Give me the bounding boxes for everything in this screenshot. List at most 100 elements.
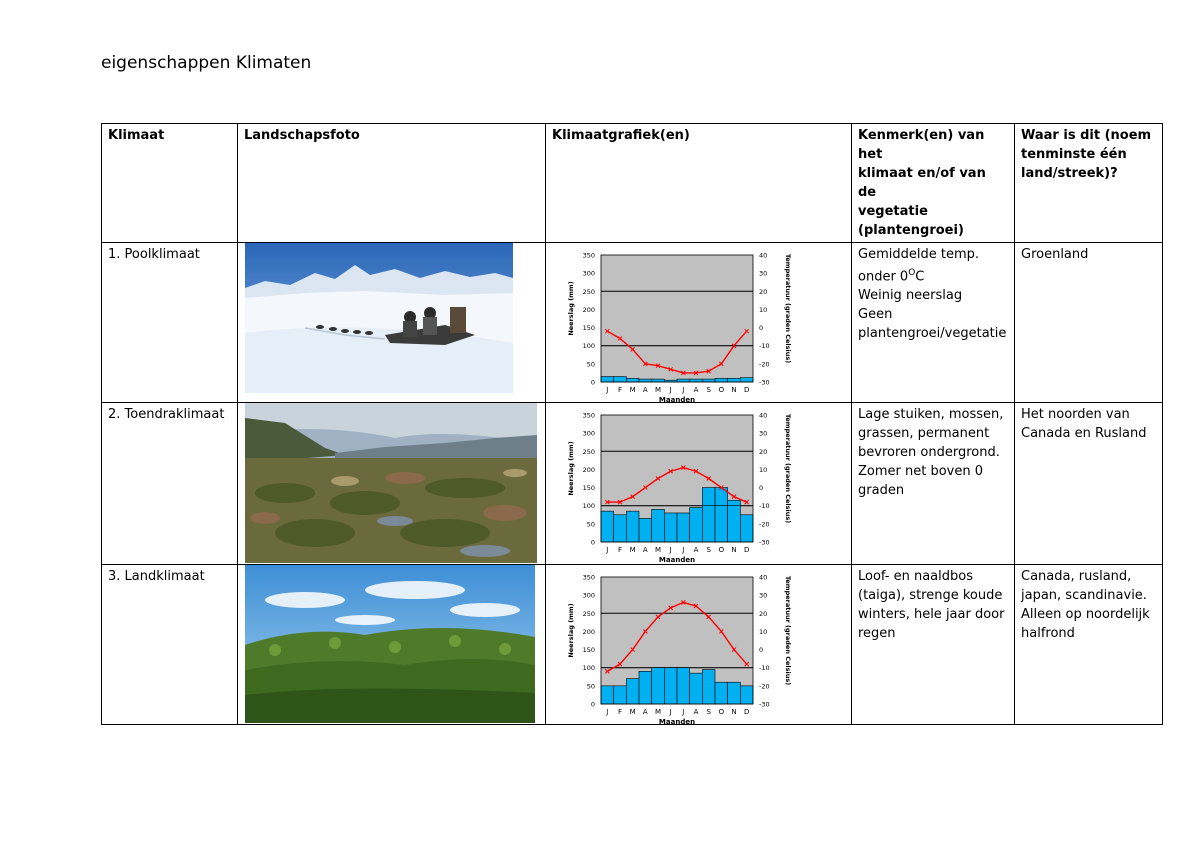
temperature-point	[731, 647, 737, 652]
x-tick-label: F	[618, 546, 622, 554]
y-tick-label: 250	[583, 288, 595, 296]
y2-tick-label: 40	[759, 412, 767, 420]
x-tick-label: J	[669, 386, 672, 394]
y-tick-label: 250	[583, 448, 595, 456]
precip-bar	[651, 509, 665, 543]
temperature-point	[604, 668, 610, 674]
climate-name: 2. Toendraklimaat	[101, 402, 238, 565]
x-axis-label: Maanden	[659, 556, 695, 564]
kenmerk-landklimaat: Loof- en naaldbos (taiga), strenge koude…	[851, 564, 1015, 725]
temperature-point	[630, 346, 636, 352]
y2-tick-label: -20	[759, 682, 770, 690]
temperature-point	[731, 494, 737, 499]
header-klimaat: Klimaat	[101, 123, 238, 243]
precip-bar	[664, 667, 678, 705]
temperature-point	[680, 600, 686, 605]
document-title: eigenschappen Klimaten	[101, 53, 312, 73]
x-tick-label: J	[669, 546, 672, 554]
precip-bar	[651, 378, 665, 383]
header-landschapsfoto: Landschapsfoto	[237, 123, 546, 243]
temperature-point	[604, 328, 610, 334]
y2-tick-label: -10	[759, 342, 770, 350]
landscape-photo-continental	[245, 565, 535, 723]
precip-bar	[714, 378, 728, 383]
precip-bar	[702, 669, 716, 705]
x-tick-label: D	[744, 546, 749, 554]
temperature-point	[706, 368, 712, 374]
y-tick-label: 150	[583, 484, 595, 492]
precip-bar	[676, 667, 690, 705]
y-tick-label: 300	[583, 430, 595, 438]
y-tick-label: 50	[587, 360, 595, 368]
temperature-point	[744, 499, 750, 505]
x-tick-label: N	[731, 546, 736, 554]
temperature-point	[630, 494, 636, 499]
temperature-point	[642, 629, 648, 634]
precip-bar	[600, 685, 614, 705]
x-tick-label: N	[731, 386, 736, 394]
x-axis-label: Maanden	[659, 396, 695, 403]
y-tick-label: 0	[591, 379, 595, 387]
y-tick-label: 300	[583, 592, 595, 600]
plot-area	[601, 255, 753, 382]
x-tick-label: J	[681, 386, 684, 394]
temperature-point	[718, 485, 724, 490]
landscape-photo-tundra	[245, 403, 537, 563]
y-tick-label: 350	[583, 412, 595, 420]
climate-chart-toendraklimaat: 0 50 100 150 200 250 300 350 -30 -20 -10 0 10 20 30 40 J…	[553, 403, 803, 564]
y-tick-label: 350	[583, 252, 595, 260]
precip-bar	[638, 518, 652, 543]
precip-bar	[676, 378, 690, 383]
temperature-point	[630, 647, 636, 652]
y-tick-label: 100	[583, 502, 595, 510]
y2-tick-label: 20	[759, 288, 767, 296]
precip-bar	[689, 672, 703, 705]
y2-tick-label: -30	[759, 701, 770, 709]
y2-tick-label: 20	[759, 448, 767, 456]
y-tick-label: 100	[583, 664, 595, 672]
header-kenmerk: Kenmerk(en) van het klimaat en/of van de…	[851, 123, 1015, 243]
temperature-point	[680, 370, 686, 376]
temperature-point	[731, 343, 737, 349]
x-tick-label: M	[655, 546, 661, 554]
x-tick-label: J	[669, 708, 672, 716]
temperature-point	[617, 661, 623, 667]
precip-bar	[638, 378, 652, 383]
kenmerk-toendraklimaat: Lage stuiken, mossen, grassen, permanent…	[851, 402, 1015, 565]
precip-bar	[600, 510, 614, 543]
x-tick-label: M	[630, 708, 636, 716]
y2-tick-label: -10	[759, 664, 770, 672]
x-tick-label: J	[605, 546, 608, 554]
y2-axis-label: Temperatuur (graden Celsius)	[784, 576, 792, 685]
x-tick-label: S	[706, 546, 711, 554]
y-tick-label: 50	[587, 682, 595, 690]
precip-bar	[626, 678, 640, 705]
temperature-point	[668, 366, 674, 372]
y-tick-label: 150	[583, 646, 595, 654]
temperature-point	[655, 476, 661, 481]
y-axis-label: Neerslag (mm)	[567, 281, 575, 335]
waar-poolklimaat: Groenland	[1014, 242, 1163, 403]
precip-bar	[740, 514, 754, 543]
header-row: Klimaat Landschapsfoto Klimaatgrafiek(en…	[101, 123, 1163, 243]
header-waar: Waar is dit (noem tenminste één land/str…	[1014, 123, 1163, 243]
precip-bar	[702, 487, 716, 543]
y-tick-label: 0	[591, 539, 595, 547]
y2-tick-label: 0	[759, 484, 763, 492]
x-tick-label: F	[618, 386, 622, 394]
x-tick-label: M	[655, 386, 661, 394]
y2-tick-label: 0	[759, 324, 763, 332]
temperature-point	[617, 336, 623, 341]
x-tick-label: M	[630, 386, 636, 394]
climate-chart-poolklimaat: 0 50 100 150 200 250 300 350 -30 -20 -10 0 10 20 30 40 J…	[553, 243, 803, 403]
plot-border	[600, 254, 754, 383]
kenmerk-poolklimaat: Gemiddelde temp. onder 0OC Weinig neersl…	[851, 242, 1015, 403]
precip-bar	[714, 681, 728, 705]
y2-tick-label: 10	[759, 466, 767, 474]
landscape-photo-polar	[245, 243, 513, 393]
precip-bar	[714, 487, 728, 543]
y2-tick-label: 0	[759, 646, 763, 654]
y2-axis-label: Temperatuur (graden Celsius)	[784, 414, 792, 523]
precip-bar	[651, 667, 665, 705]
y2-axis-label: Temperatuur (graden Celsius)	[784, 254, 792, 363]
